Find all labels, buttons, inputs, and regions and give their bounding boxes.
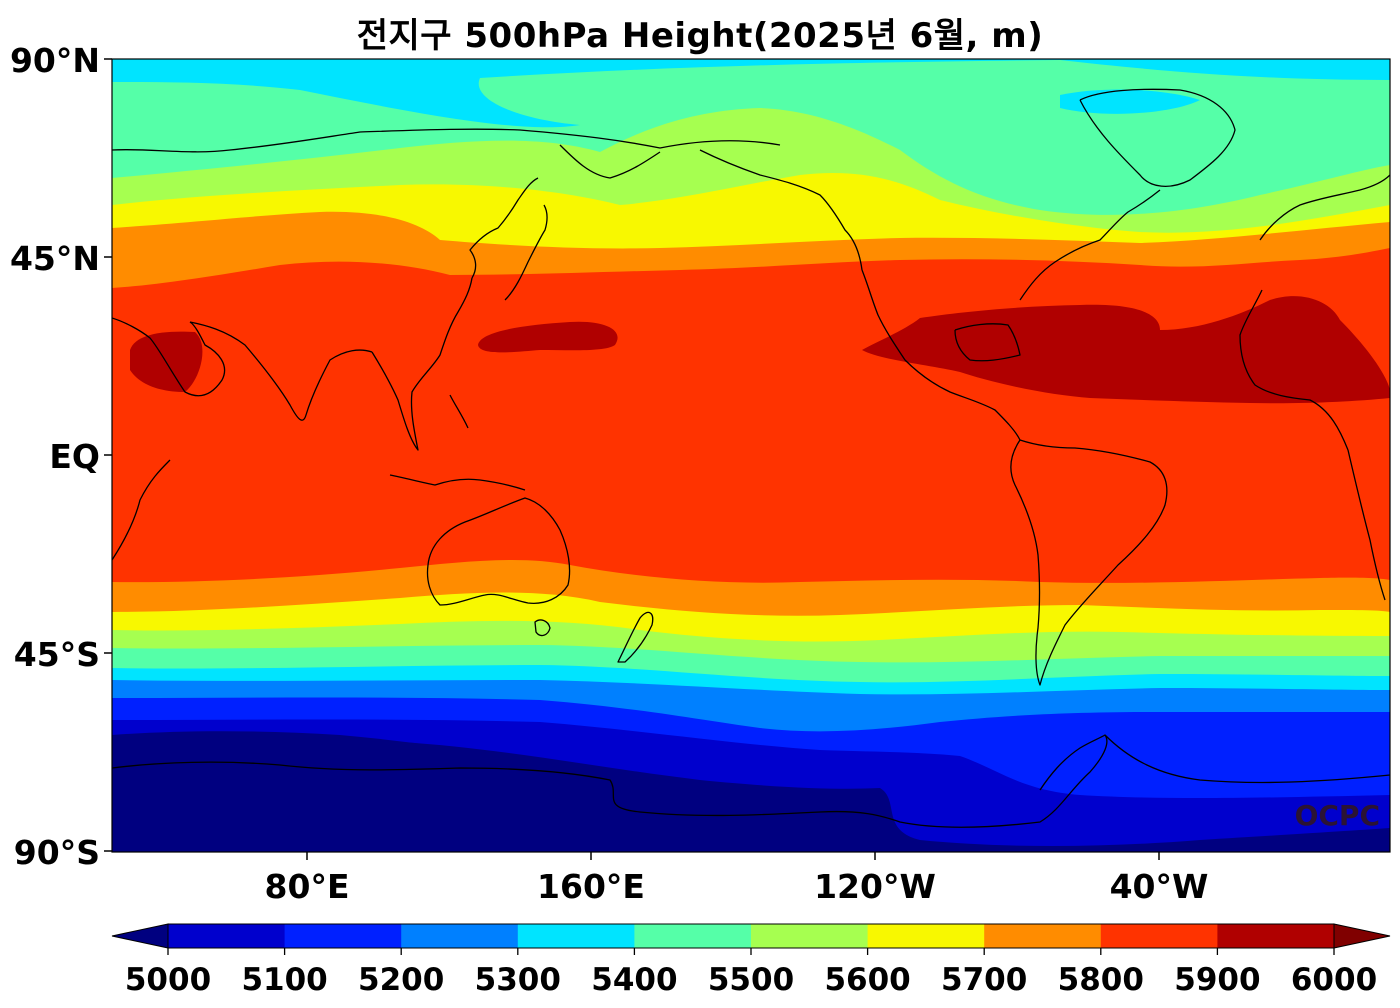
band-5300-5400-arctic bbox=[1060, 89, 1200, 114]
lon-axis: 80°E 160°E 120°W 40°W bbox=[265, 852, 1209, 906]
colorbar-segment bbox=[751, 924, 869, 948]
coast-siberia-arctic bbox=[112, 128, 781, 153]
lon-label-80e: 80°E bbox=[265, 867, 350, 906]
coast-south-america bbox=[1010, 439, 1168, 686]
coast-greenland bbox=[1079, 88, 1236, 187]
colorbar-label: 5300 bbox=[475, 962, 561, 998]
colorbar-label: 5900 bbox=[1174, 962, 1260, 998]
lat-label-45n: 45°N bbox=[10, 239, 100, 278]
colorbar-segment bbox=[1217, 924, 1335, 948]
colorbar-label: 5400 bbox=[591, 962, 677, 998]
coast-gulf-caribbean bbox=[954, 323, 1021, 362]
coast-kamchatka bbox=[559, 144, 661, 179]
coast-alaska bbox=[699, 149, 863, 271]
coast-africa-east-lower bbox=[112, 459, 171, 561]
coast-southeast-asia bbox=[371, 277, 473, 451]
lat-label-eq: EQ bbox=[49, 437, 100, 476]
coast-africa-west bbox=[1239, 289, 1349, 451]
lat-label-90n: 90°N bbox=[10, 41, 100, 80]
colorbar-label: 6000 bbox=[1291, 962, 1377, 998]
coast-africa-south bbox=[1347, 449, 1386, 601]
coast-japan bbox=[504, 204, 548, 301]
coast-india bbox=[189, 321, 373, 421]
coast-tasmania bbox=[534, 619, 551, 637]
colorbar-label: 5800 bbox=[1058, 962, 1144, 998]
coast-arabia-africa-east bbox=[112, 317, 226, 397]
coast-europe bbox=[1259, 174, 1390, 241]
contour-fill bbox=[112, 59, 1390, 852]
colorbar-label: 5500 bbox=[708, 962, 794, 998]
colorbar-segment bbox=[168, 924, 286, 948]
lon-label-160e: 160°E bbox=[537, 867, 645, 906]
band-below-5000-lobe bbox=[112, 731, 580, 777]
colorbar-segment bbox=[401, 924, 519, 948]
lat-label-45s: 45°S bbox=[14, 635, 100, 674]
coast-north-america-east bbox=[1019, 189, 1161, 301]
lat-label-90s: 90°S bbox=[14, 833, 100, 872]
colorbar-segment bbox=[284, 924, 402, 948]
colorbar-label: 5700 bbox=[941, 962, 1027, 998]
coast-philippines bbox=[449, 394, 469, 429]
colorbar-extend-low bbox=[111, 923, 169, 949]
coast-australia bbox=[426, 497, 571, 606]
lon-label-120w: 120°W bbox=[814, 867, 936, 906]
colorbar: 5000 5100 5200 5300 5400 5500 5600 5700 5800 5900… bbox=[111, 923, 1391, 998]
colorbar-segment bbox=[867, 924, 985, 948]
band-5300-5400-north bbox=[112, 59, 1390, 128]
lon-label-40w: 40°W bbox=[1110, 867, 1209, 906]
coast-indonesia bbox=[389, 474, 526, 491]
colorbar-extend-high bbox=[1333, 923, 1391, 949]
coast-antarctic-peninsula bbox=[1039, 734, 1106, 791]
colorbar-label: 5600 bbox=[824, 962, 910, 998]
colorbar-segment bbox=[634, 924, 752, 948]
colorbar-segment bbox=[1100, 924, 1218, 948]
coast-china-korea bbox=[469, 177, 539, 279]
map-title: 전지구 500hPa Height(2025년 6월, m) bbox=[356, 16, 1044, 56]
colorbar-segment bbox=[517, 924, 635, 948]
coastlines bbox=[112, 88, 1390, 828]
colorbar-label: 5200 bbox=[358, 962, 444, 998]
colorbar-label: 5000 bbox=[125, 962, 211, 998]
colorbar-segment bbox=[984, 924, 1102, 948]
coast-antarctica bbox=[112, 734, 1390, 828]
colorbar-label: 5100 bbox=[241, 962, 327, 998]
coast-new-zealand bbox=[617, 611, 654, 663]
watermark: OCPC bbox=[1295, 799, 1380, 832]
band-5900-6000-pacific bbox=[478, 321, 618, 353]
lat-axis: 90°N 45°N EQ 45°S 90°S bbox=[10, 41, 112, 872]
band-5900-6000-atlantic bbox=[862, 296, 1390, 404]
coast-north-america-west bbox=[861, 269, 1021, 441]
